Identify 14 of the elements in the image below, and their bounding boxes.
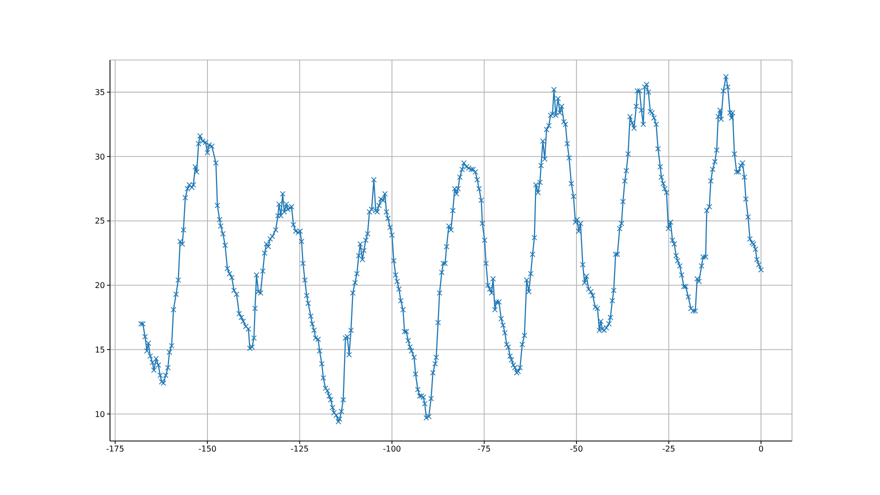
x-tick-label: -25 [662,444,676,454]
x-tick-label: -100 [382,444,402,454]
y-tick-label: 10 [94,410,105,419]
y-tick-label: 25 [94,216,105,226]
y-tick-label: 15 [94,345,105,354]
x-tick-label: -175 [106,444,124,454]
x-tick-label: -125 [290,444,309,454]
y-tick-label: 20 [94,281,105,290]
y-tick-label: 35 [94,88,105,98]
y-tick-label: 30 [94,152,105,162]
x-tick-label: -50 [570,444,584,454]
x-tick-label: -75 [478,444,491,454]
x-tick-label: 0 [758,444,764,454]
x-tick-label: -150 [198,444,217,454]
